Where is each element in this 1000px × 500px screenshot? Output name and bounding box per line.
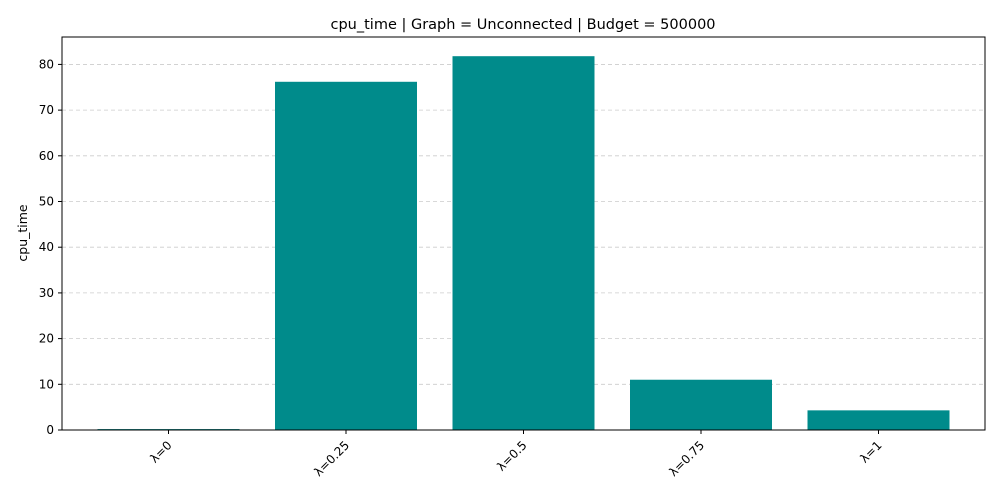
chart-title: cpu_time | Graph = Unconnected | Budget … [330, 17, 715, 33]
y-tick-label: 80 [39, 57, 54, 71]
bar [807, 410, 950, 430]
y-tick-label: 0 [46, 423, 54, 437]
y-tick-label: 50 [39, 195, 54, 209]
y-tick-label: 20 [39, 332, 54, 346]
y-tick-label: 60 [39, 149, 54, 163]
x-tick-label: λ=0.75 [666, 438, 707, 479]
bars [97, 56, 950, 430]
y-tick-label: 30 [39, 286, 54, 300]
y-axis-label: cpu_time [15, 204, 30, 262]
y-tick-label: 40 [39, 240, 54, 254]
bar [630, 379, 772, 430]
y-tick-label: 10 [39, 377, 54, 391]
bar [452, 56, 595, 430]
x-tick-label: λ=0.25 [311, 438, 352, 479]
y-ticks: 0 10 20 30 40 50 60 70 80 [39, 57, 62, 437]
x-tick-label: λ=0 [147, 438, 174, 465]
x-ticks: λ=0 λ=0.25 λ=0.5 λ=0.75 λ=1 [147, 430, 885, 479]
x-tick-label: λ=0.5 [494, 438, 530, 474]
bar [275, 81, 417, 430]
x-tick-label: λ=1 [857, 438, 884, 465]
y-tick-label: 70 [39, 103, 54, 117]
